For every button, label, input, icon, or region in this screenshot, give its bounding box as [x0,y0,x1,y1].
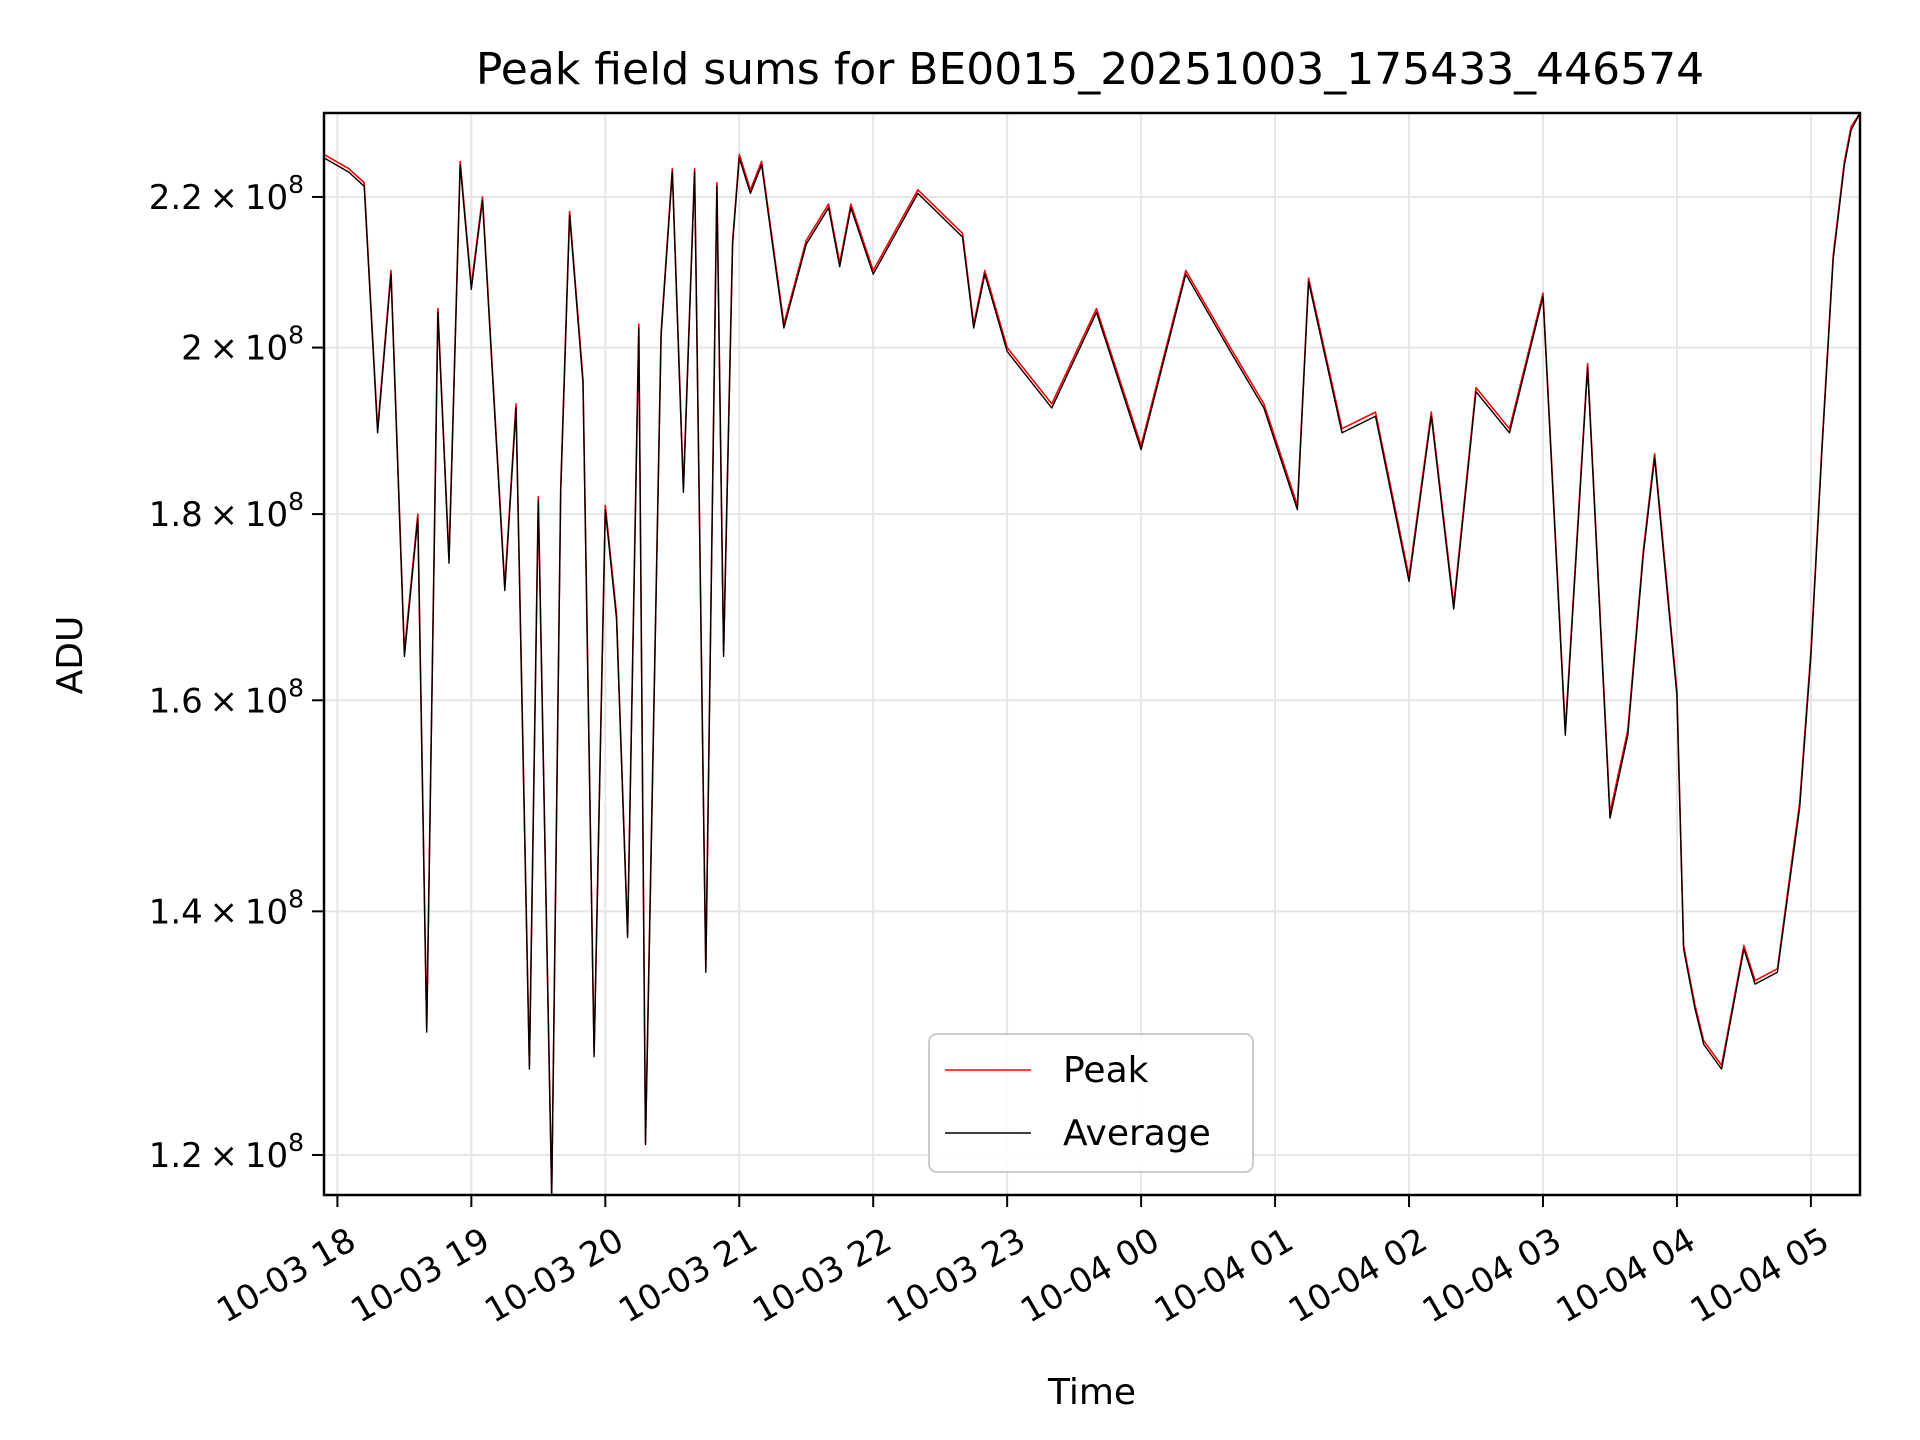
y-axis-ticks: 1.2 × 108 1.4 × 108 1.6 × 108 1.8 × 108 2 × … [149,170,324,1176]
legend: Peak Average [928,1033,1254,1173]
legend-label-average: Average [1063,1113,1211,1154]
y-tick-label: 1.2 × 108 [149,1128,304,1176]
y-axis-label: ADU [50,616,91,695]
series-line-average [323,112,1861,1196]
chart-title: Peak field sums for BE0015_20251003_1754… [476,44,1704,95]
series-lines [323,112,1861,1196]
x-axis-label: Time [1047,1372,1136,1413]
grid-lines [324,113,1860,1195]
plot-area-frame [322,111,1862,1197]
y-tick-label: 2.2 × 108 [149,170,304,218]
y-tick-label: 2 × 108 [181,321,304,369]
legend-box [928,1033,1254,1173]
y-tick-label: 1.8 × 108 [149,487,304,535]
y-tick-label: 1.6 × 108 [149,673,304,721]
legend-label-peak: Peak [1063,1050,1149,1091]
y-tick-label: 1.4 × 108 [149,884,304,932]
